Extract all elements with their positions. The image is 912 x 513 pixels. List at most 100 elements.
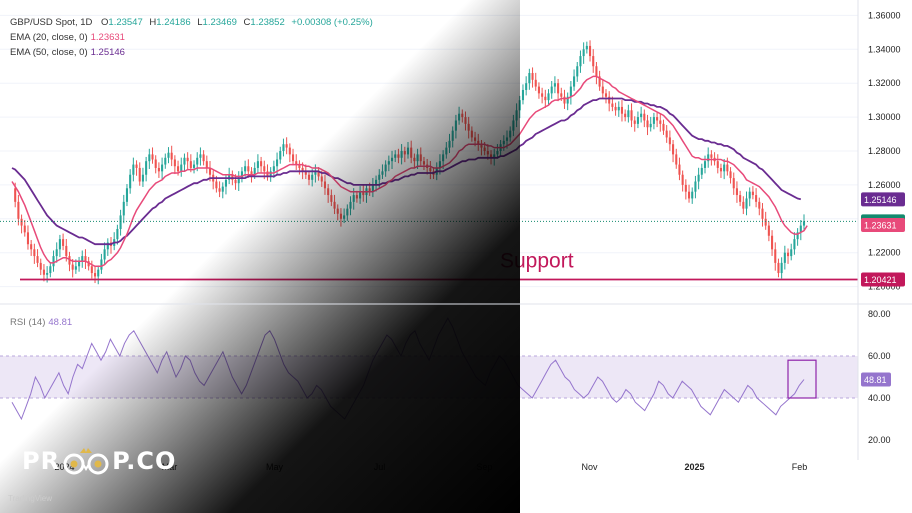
- candle-body: [531, 73, 534, 80]
- candle-body: [659, 120, 662, 124]
- support-price-tag: 1.20421: [861, 272, 905, 287]
- ema20-value: 1.23631: [90, 32, 125, 43]
- candle-body: [595, 66, 598, 77]
- support-price-tag-bg: [861, 272, 905, 287]
- candle-body: [723, 164, 726, 172]
- candle-body: [799, 225, 802, 233]
- candle-body: [719, 167, 723, 172]
- ema50-label: EMA (50, close, 0): [10, 47, 88, 58]
- rsi-value-tag: 48.81: [861, 372, 891, 387]
- candle-body: [630, 110, 633, 121]
- close-label: C: [243, 17, 251, 28]
- candle-body: [739, 195, 742, 202]
- candle-body: [691, 191, 694, 199]
- price-tick-label: 1.34000: [868, 44, 901, 54]
- rsi-value-tag-text: 48.81: [864, 375, 887, 385]
- candle-body: [617, 106, 620, 111]
- candle-body: [751, 191, 754, 196]
- candle-body: [710, 154, 713, 158]
- candle-body: [802, 221, 806, 226]
- candle-body: [790, 249, 793, 257]
- candle-body: [547, 93, 550, 101]
- rsi-tick-label: 20.00: [868, 435, 891, 445]
- high-value: 1.24186: [156, 17, 191, 28]
- candle-body: [569, 86, 572, 97]
- change-value: +0.00308 (+0.25%): [291, 17, 373, 28]
- candle-body: [611, 103, 614, 107]
- candle-body: [694, 181, 697, 192]
- candle-body: [793, 239, 796, 250]
- candle-body: [560, 93, 563, 97]
- candle-body: [646, 120, 649, 128]
- candle-body: [604, 93, 608, 97]
- candle-body: [544, 96, 547, 101]
- candle-body: [521, 89, 525, 101]
- candle-body: [764, 218, 767, 226]
- price-tick-label: 1.26000: [868, 180, 901, 190]
- rsi-value-tag-bg: [861, 372, 891, 387]
- candle-body: [745, 198, 748, 209]
- candle-body: [707, 154, 710, 162]
- candle-body: [729, 171, 732, 179]
- candle-body: [525, 83, 528, 90]
- candle-body: [563, 96, 566, 104]
- candle-body: [684, 184, 687, 192]
- candle-body: [649, 123, 652, 128]
- candle-body: [742, 201, 745, 209]
- candle-body: [761, 208, 764, 219]
- brand-logo: PR P.CO: [22, 446, 176, 476]
- candle-body: [665, 130, 668, 138]
- candle-body: [541, 93, 544, 97]
- logo-text-left: PR: [22, 447, 61, 475]
- legend-ema50: EMA (50, close, 0) 1.25146: [10, 47, 125, 58]
- candle-body: [585, 45, 588, 50]
- candle-body: [783, 252, 786, 263]
- price-axis: 1.36000 1.34000 1.32000 1.30000 1.28000 1.260…: [868, 10, 901, 291]
- candle-body: [656, 117, 659, 121]
- price-tick-label: 1.20000: [868, 282, 901, 292]
- candle-body: [643, 113, 646, 121]
- ema20-price-tag-bg: [861, 218, 905, 233]
- candle-body: [678, 164, 681, 175]
- candle-body: [703, 161, 707, 168]
- candle-body: [735, 188, 738, 196]
- candle-body: [668, 137, 671, 145]
- candle-body: [553, 83, 556, 87]
- candle-body: [608, 96, 611, 104]
- price-tick-label: 1.32000: [868, 78, 901, 88]
- ema50-value: 1.25146: [90, 47, 125, 58]
- price-tick-label: 1.28000: [868, 146, 901, 156]
- rsi-highlight-box: [787, 359, 817, 399]
- candle-body: [576, 66, 579, 77]
- ema20-price-tag: 1.23631: [861, 218, 905, 233]
- candle-body: [640, 113, 643, 118]
- candle-body: [582, 49, 585, 57]
- candle-body: [675, 154, 678, 165]
- candle-body: [786, 252, 790, 257]
- candle-body: [601, 86, 604, 94]
- candle-body: [716, 161, 719, 168]
- candle-body: [620, 106, 624, 114]
- candle-body: [672, 144, 675, 155]
- candle-body: [697, 174, 700, 182]
- price-tick-label: 1.22000: [868, 248, 901, 258]
- low-value: 1.23469: [202, 17, 237, 28]
- candle-body: [557, 83, 560, 94]
- candle-body: [758, 201, 761, 209]
- ema20-price-tag-text: 1.23631: [864, 221, 897, 231]
- candle-body: [780, 262, 783, 274]
- candle-body: [726, 164, 729, 172]
- candle-body: [598, 76, 601, 87]
- price-tick-label: 1.36000: [868, 10, 901, 20]
- candle-body: [624, 113, 627, 118]
- dark-overlay: [0, 0, 520, 513]
- low-label: L: [197, 17, 203, 28]
- ema50-price-tag-bg: [861, 192, 905, 207]
- logo-text-right: P.CO: [112, 447, 177, 475]
- legend-ohlc: GBP/USD Spot, 1D O1.23547 H1.24186 L1.23…: [10, 17, 373, 28]
- open-label: O: [101, 17, 109, 28]
- candle-body: [681, 174, 684, 185]
